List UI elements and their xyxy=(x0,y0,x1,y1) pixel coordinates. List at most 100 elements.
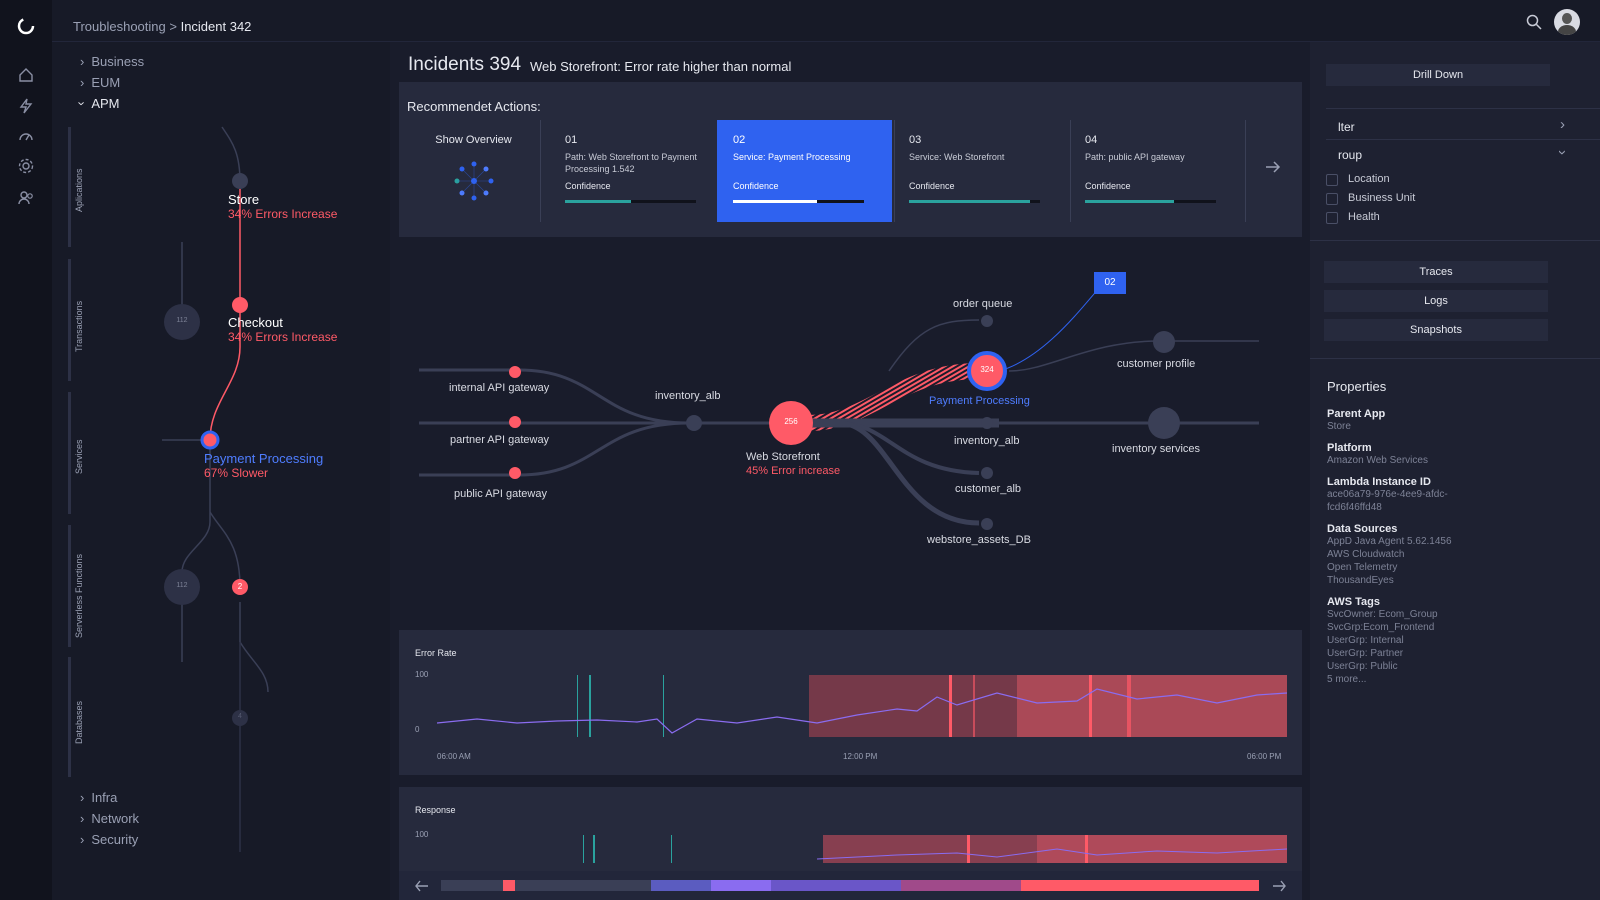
confidence-bar xyxy=(733,200,864,203)
home-icon[interactable] xyxy=(16,65,36,85)
node-label-customer-profile[interactable]: customer profile xyxy=(1117,358,1196,370)
search-icon[interactable] xyxy=(1526,14,1542,30)
topology-graph: 256 324 02 internal API gateway partner … xyxy=(399,237,1302,617)
property-value: AWS Cloudwatch xyxy=(1327,549,1405,560)
properties-list: Parent App Store Platform Amazon Web Servic… xyxy=(1327,408,1587,695)
node-count: 2 xyxy=(237,582,243,591)
node-label-partner-gateway[interactable]: partner API gateway xyxy=(450,434,550,446)
recommendation-card-03[interactable]: 03 Service: Web Storefront Confidence xyxy=(893,120,1068,222)
recommendation-card-04[interactable]: 04 Path: public API gateway Confidence xyxy=(1069,120,1244,222)
node-title: Payment Processing xyxy=(204,451,324,466)
arrow-right-icon[interactable] xyxy=(1272,880,1286,892)
tree-item-label: Network xyxy=(91,811,140,826)
property-name: Parent App xyxy=(1327,408,1386,420)
drill-down-button[interactable]: Drill Down xyxy=(1326,64,1550,86)
checkbox-health[interactable] xyxy=(1326,212,1338,224)
card-number: 02 xyxy=(733,134,746,146)
chevron-right-icon: › xyxy=(80,75,85,90)
property-name: AWS Tags xyxy=(1327,596,1380,608)
chevron-down-icon[interactable]: › xyxy=(1554,150,1571,155)
tree-node-store xyxy=(232,173,248,189)
node-label-web-storefront[interactable]: Web Storefront xyxy=(746,451,820,463)
property-name: Platform xyxy=(1327,442,1372,454)
property-value: UserGrp: Partner xyxy=(1327,648,1404,659)
checkbox-business-unit[interactable] xyxy=(1326,193,1338,205)
avatar[interactable] xyxy=(1554,9,1580,35)
y-max-label: 100 xyxy=(415,830,429,839)
breadcrumb: Troubleshooting > Incident 342 xyxy=(73,19,251,34)
tree-item-label: Security xyxy=(91,832,139,847)
chevron-right-icon: › xyxy=(80,790,85,805)
divider xyxy=(894,120,895,222)
callout-badge[interactable]: 02 xyxy=(1094,272,1126,294)
tree-item-business[interactable]: › Business xyxy=(80,54,144,69)
gear-icon[interactable] xyxy=(16,156,36,176)
divider xyxy=(1326,108,1600,109)
timeline-bar xyxy=(441,880,1259,891)
dashboard-icon[interactable] xyxy=(16,126,36,146)
tree-item-eum[interactable]: › EUM xyxy=(80,75,120,90)
chevron-right-icon[interactable]: › xyxy=(1560,116,1565,133)
recommendation-card-02[interactable]: 02 Service: Payment Processing Confidence xyxy=(717,120,892,222)
divider xyxy=(1326,139,1600,140)
tree-item-label: APM xyxy=(91,96,120,111)
tree-item-network[interactable]: › Network xyxy=(80,811,139,826)
node-label-payment[interactable]: Payment Processing xyxy=(929,395,1030,407)
property-block: Platform Amazon Web Services xyxy=(1327,442,1587,467)
bolt-icon[interactable] xyxy=(16,96,36,116)
node-label-order-queue[interactable]: order queue xyxy=(953,298,1013,310)
arrow-left-icon[interactable] xyxy=(415,880,429,892)
node-count-web-storefront: 256 xyxy=(784,417,798,426)
property-name: Lambda Instance ID xyxy=(1327,476,1431,488)
response-plot xyxy=(583,835,1287,863)
property-value: AppD Java Agent 5.62.1456 xyxy=(1327,536,1452,547)
node-label-public-gateway[interactable]: public API gateway xyxy=(454,488,547,500)
right-panel: Drill Down lter › roup › Location Busine… xyxy=(1310,42,1600,900)
node-label-inventory-alb[interactable]: inventory_alb xyxy=(655,390,721,402)
show-overview-button[interactable]: Show Overview xyxy=(411,120,536,222)
tree-item-security[interactable]: › Security xyxy=(80,832,138,847)
group-row[interactable]: roup xyxy=(1338,148,1362,162)
node-count-payment: 324 xyxy=(980,365,994,374)
logo-icon[interactable] xyxy=(16,16,36,36)
node-label-inventory-alb-2[interactable]: inventory_alb xyxy=(954,435,1020,447)
logs-button[interactable]: Logs xyxy=(1324,290,1548,312)
recommendation-card-01[interactable]: 01 Path: Web Storefront to Payment Proces… xyxy=(549,120,724,222)
divider xyxy=(540,120,541,222)
node-status: 34% Errors Increase xyxy=(228,330,338,344)
traces-button[interactable]: Traces xyxy=(1324,261,1548,283)
incident-subtitle: Web Storefront: Error rate higher than n… xyxy=(530,59,792,74)
snapshots-button[interactable]: Snapshots xyxy=(1324,319,1548,341)
confidence-label: Confidence xyxy=(733,181,779,191)
users-icon[interactable] xyxy=(16,188,36,208)
chart-title: Response xyxy=(415,805,456,815)
chart-title: Error Rate xyxy=(415,648,457,658)
tree-item-infra[interactable]: › Infra xyxy=(80,790,117,805)
node-label-inventory-services[interactable]: inventory services xyxy=(1112,443,1201,455)
top-bar: Troubleshooting > Incident 342 xyxy=(52,0,1600,42)
payment-node-label[interactable]: Payment Processing 67% Slower xyxy=(204,451,323,480)
store-node-label[interactable]: Store 34% Errors Increase xyxy=(228,192,337,221)
breadcrumb-separator: > xyxy=(165,19,181,34)
y-max-label: 100 xyxy=(415,670,429,679)
checkout-node-label[interactable]: Checkout 34% Errors Increase xyxy=(228,315,337,344)
tree-node-cluster xyxy=(164,304,200,340)
error-rate-chart: Error Rate 100 0 06:00 AM 12:00 PM 06:00… xyxy=(399,630,1302,775)
group-label: roup xyxy=(1338,148,1363,162)
property-block: Lambda Instance ID ace06a79-976e-4ee9-afd… xyxy=(1327,476,1587,514)
node-label-webstore-db[interactable]: webstore_assets_DB xyxy=(927,534,1031,546)
property-value: UserGrp: Public xyxy=(1327,661,1398,672)
x-tick: 06:00 AM xyxy=(437,752,471,761)
property-value[interactable]: 5 more... xyxy=(1327,674,1367,685)
arrow-right-icon[interactable] xyxy=(1265,160,1281,174)
breadcrumb-parent[interactable]: Troubleshooting xyxy=(73,19,166,34)
breadcrumb-current: Incident 342 xyxy=(180,19,252,34)
checkbox-location[interactable] xyxy=(1326,174,1338,186)
timeline-scrubber[interactable] xyxy=(399,871,1302,900)
node-label-internal-gateway[interactable]: internal API gateway xyxy=(449,382,550,394)
filter-row[interactable]: lter xyxy=(1338,120,1355,134)
node-label-customer-alb[interactable]: customer_alb xyxy=(955,483,1022,495)
tree-item-apm[interactable]: › APM xyxy=(75,96,120,111)
tree-node-cluster xyxy=(164,569,200,605)
chevron-right-icon: › xyxy=(80,832,85,847)
